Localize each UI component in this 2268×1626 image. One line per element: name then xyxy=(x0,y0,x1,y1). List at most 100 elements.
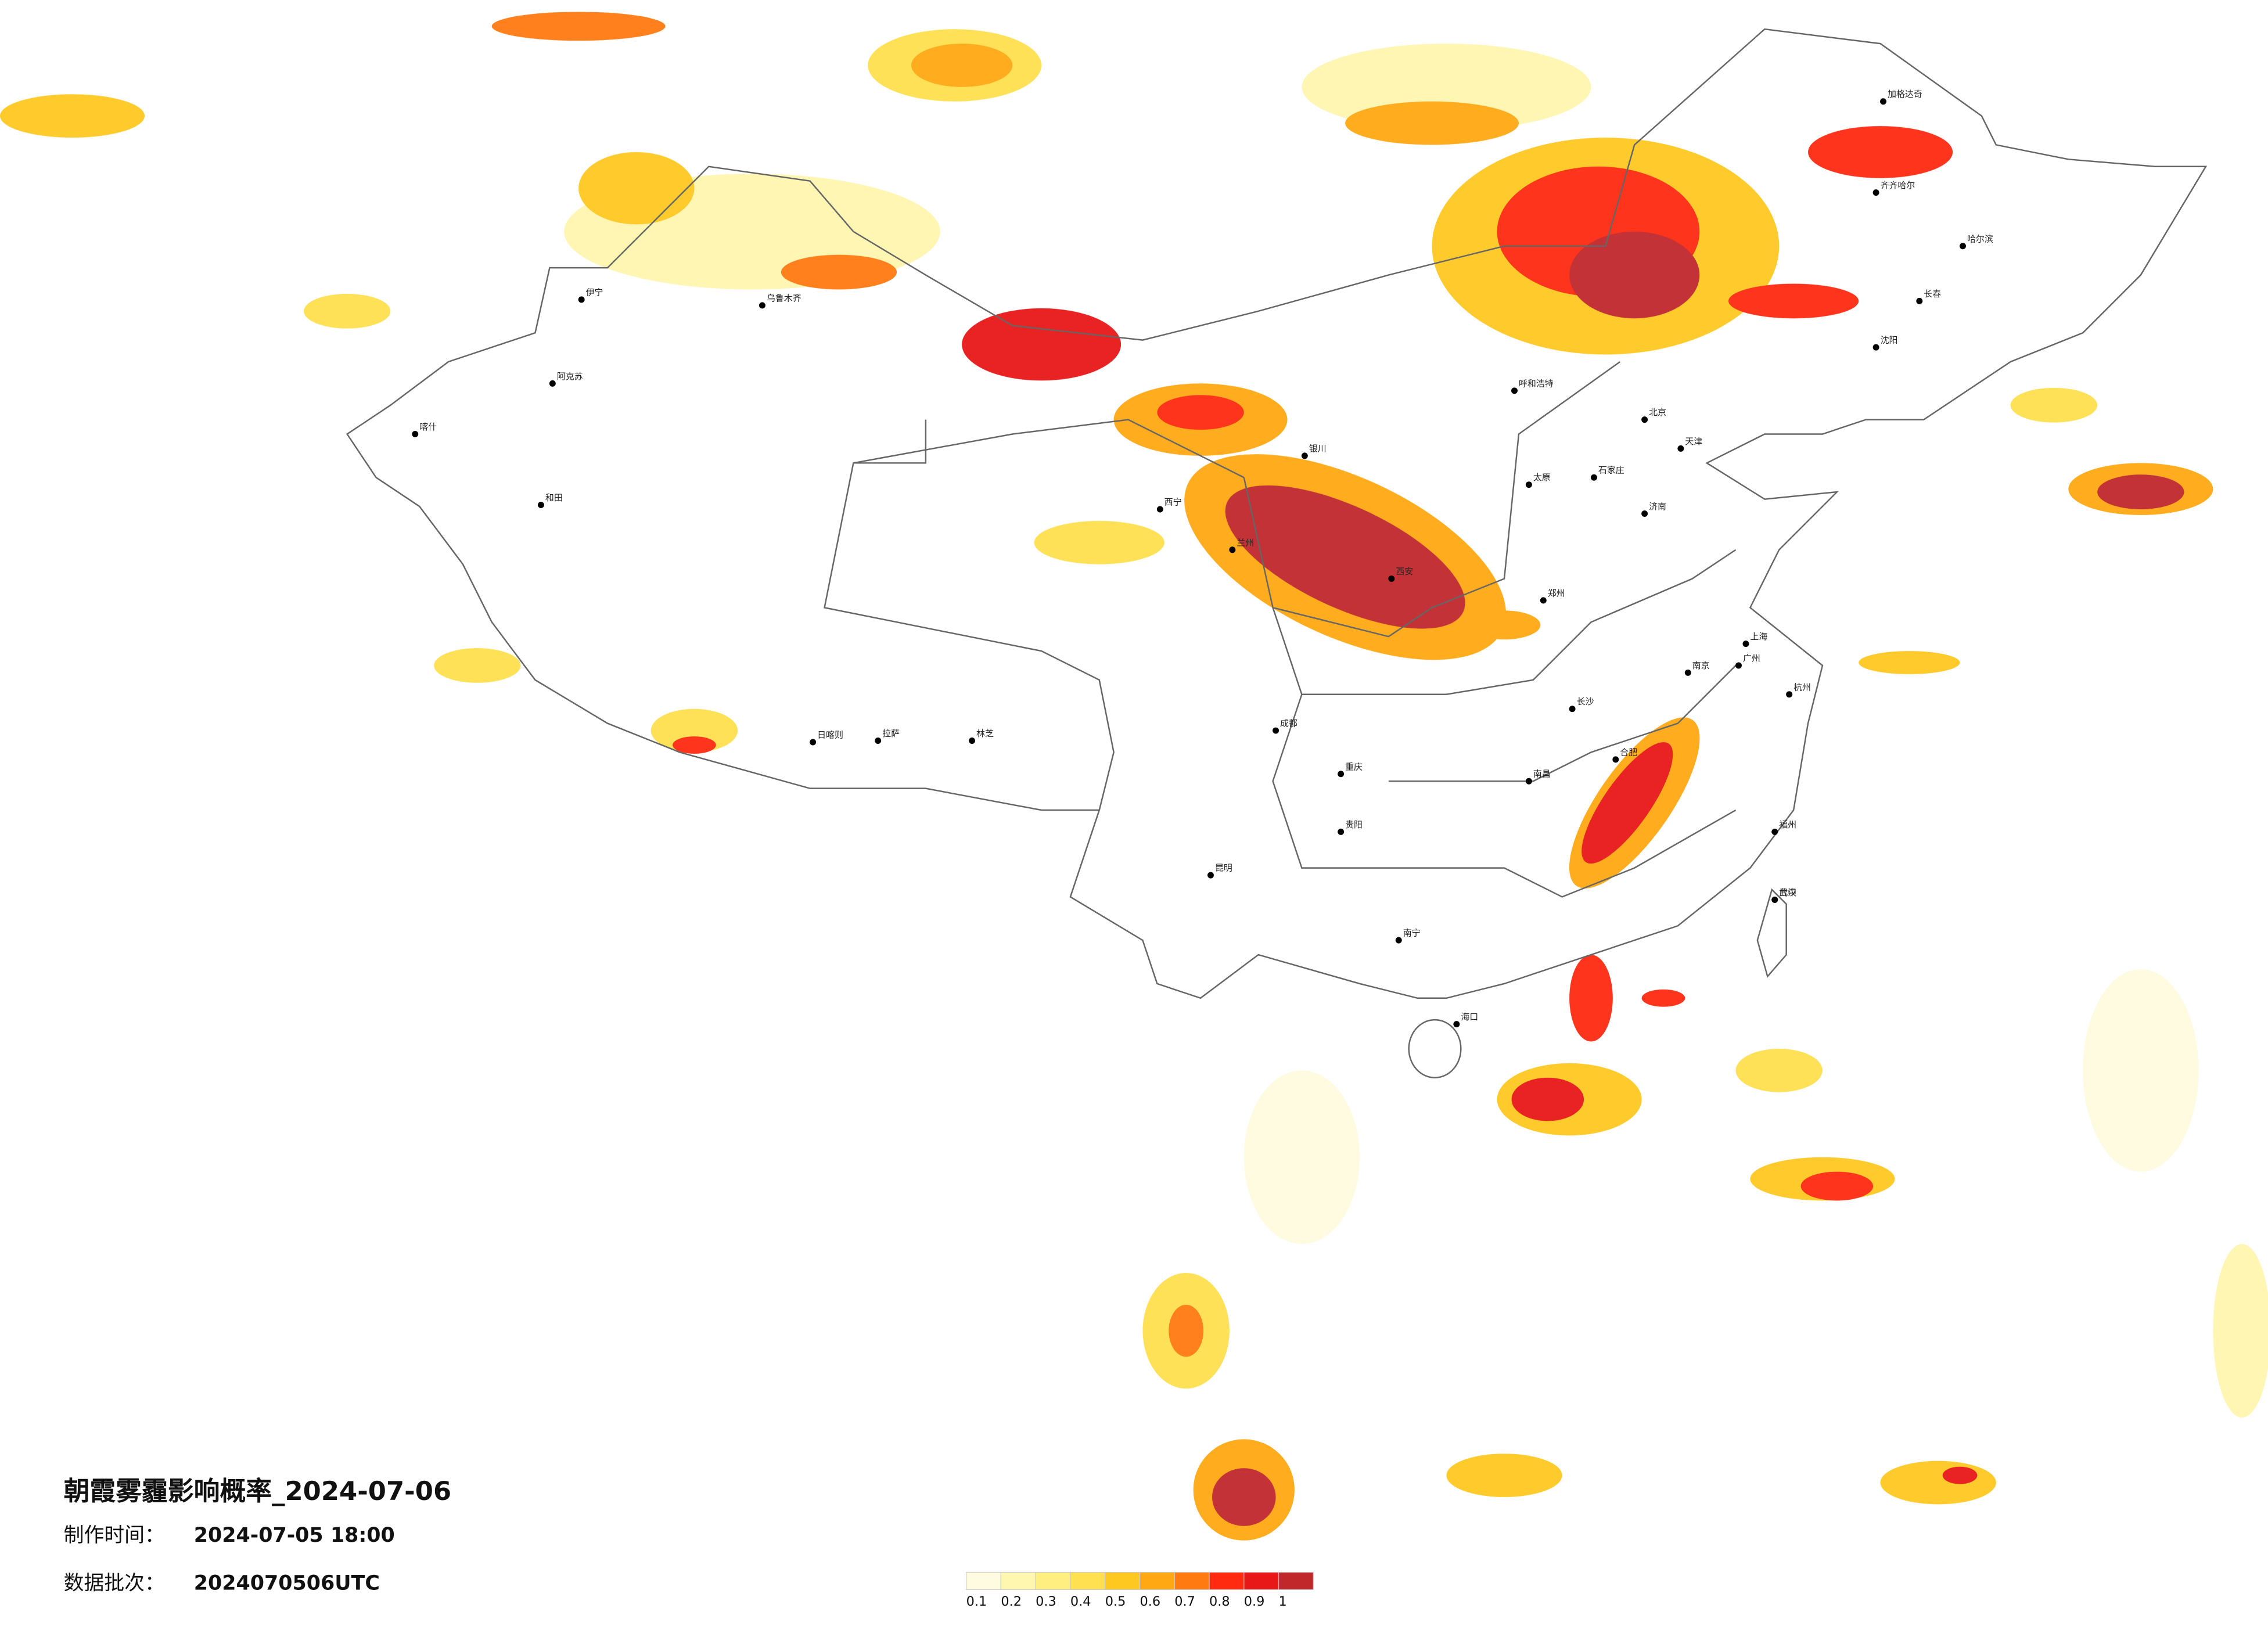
production-time-value: 2024-07-05 18:00 xyxy=(194,1524,395,1547)
city-dot xyxy=(1641,416,1648,423)
city-label: 乌鲁木齐 xyxy=(767,293,801,303)
legend-swatch xyxy=(1139,1571,1175,1590)
city-label: 北京 xyxy=(1649,407,1666,418)
legend-swatch xyxy=(1000,1571,1036,1590)
city-dot xyxy=(1786,691,1793,698)
city-dot xyxy=(1395,937,1402,944)
city-label: 西宁 xyxy=(1164,497,1182,508)
city-label: 石家庄 xyxy=(1598,465,1624,476)
city-label: 福州 xyxy=(1779,819,1796,830)
city-dot xyxy=(1388,575,1395,582)
city-dot xyxy=(1156,506,1163,513)
city-label: 和田 xyxy=(545,492,563,503)
city-dot xyxy=(1273,727,1279,734)
legend-tick-label: 0.1 xyxy=(966,1594,987,1609)
city-dot xyxy=(537,502,544,509)
country-outline xyxy=(346,28,2208,1078)
city-label: 日喀则 xyxy=(817,729,843,740)
city-dot xyxy=(969,737,976,744)
city-label: 哈尔滨 xyxy=(1967,233,1993,244)
legend-swatch xyxy=(1070,1571,1106,1590)
legend-swatch xyxy=(965,1571,1002,1590)
city-dot xyxy=(1207,872,1214,879)
legend-swatch xyxy=(1105,1571,1141,1590)
legend-tick-label: 0.8 xyxy=(1209,1594,1230,1609)
city-label: 昆明 xyxy=(1215,863,1232,873)
city-dot xyxy=(1569,706,1576,713)
legend-swatch xyxy=(1174,1571,1210,1590)
city-label: 西安 xyxy=(1396,566,1413,577)
city-dot xyxy=(1684,669,1691,676)
city-dot xyxy=(1872,344,1879,351)
city-label: 南京 xyxy=(1692,660,1710,671)
city-dot xyxy=(1453,1021,1460,1028)
city-label: 伊宁 xyxy=(586,287,603,297)
probability-field xyxy=(0,12,2268,1541)
city-label: 成都 xyxy=(1280,718,1297,729)
city-dot xyxy=(1677,445,1684,452)
city-dot xyxy=(1916,297,1923,304)
city-label: 贵阳 xyxy=(1345,819,1363,830)
city-dot xyxy=(1612,756,1619,763)
city-label: 郑州 xyxy=(1548,588,1565,598)
city-dot xyxy=(1641,510,1648,517)
city-label: 拉萨 xyxy=(882,728,900,739)
city-dot xyxy=(1229,546,1236,553)
legend-tick-label: 0.6 xyxy=(1140,1594,1160,1609)
batch-value: 2024070506UTC xyxy=(194,1571,380,1595)
city-dot xyxy=(1771,896,1778,903)
legend-tick-label: 0.3 xyxy=(1036,1594,1056,1609)
city-dot xyxy=(412,431,419,437)
city-label: 喀什 xyxy=(419,422,437,432)
city-label: 齐齐哈尔 xyxy=(1881,180,1915,190)
city-label: 呼和浩特 xyxy=(1519,378,1554,388)
production-time-label: 制作时间： xyxy=(64,1524,165,1547)
legend-tick-label: 0.9 xyxy=(1244,1594,1265,1609)
legend-tick-label: 1 xyxy=(1279,1594,1287,1609)
city-label: 杭州 xyxy=(1793,682,1811,692)
legend-tick-label: 0.4 xyxy=(1070,1594,1091,1609)
batch-label: 数据批次： xyxy=(64,1571,165,1595)
city-label: 台中 xyxy=(1779,887,1796,898)
city-dot xyxy=(875,737,882,744)
city-dot xyxy=(1525,481,1532,488)
city-dot xyxy=(1960,243,1966,250)
city-label: 阿克苏 xyxy=(557,371,583,382)
city-dot xyxy=(1872,189,1879,196)
city-dot xyxy=(578,296,585,303)
city-label: 南宁 xyxy=(1403,928,1421,938)
legend-tick-label: 0.5 xyxy=(1105,1594,1126,1609)
city-dot xyxy=(1880,98,1887,105)
city-dot xyxy=(1735,662,1742,669)
legend-tick-label: 0.2 xyxy=(1001,1594,1022,1609)
city-dot xyxy=(759,302,765,309)
city-label: 林芝 xyxy=(976,728,994,739)
city-dot xyxy=(1301,452,1308,459)
color-legend: 0.1 0.2 0.3 0.4 0.5 0.6 0.7 0.8 0.9 1 xyxy=(965,1571,1314,1609)
city-dot xyxy=(1540,597,1547,604)
city-label: 重庆 xyxy=(1345,761,1363,772)
city-label: 海口 xyxy=(1461,1012,1478,1022)
city-label: 兰州 xyxy=(1237,537,1254,548)
legend-tick-label: 0.7 xyxy=(1174,1594,1195,1609)
legend-swatch xyxy=(1278,1571,1314,1590)
city-dot xyxy=(810,739,817,746)
city-dot xyxy=(1525,778,1532,785)
city-dot xyxy=(1338,828,1345,835)
city-dot xyxy=(1590,474,1597,481)
city-label: 银川 xyxy=(1309,443,1327,454)
city-dot xyxy=(1338,771,1345,778)
city-dot xyxy=(549,380,556,387)
legend-swatch xyxy=(1035,1571,1071,1590)
legend-swatch xyxy=(1243,1571,1279,1590)
map-title: 朝霞雾霾影响概率_2024-07-06 xyxy=(64,1476,452,1506)
city-label: 长春 xyxy=(1924,289,1941,299)
city-label: 武汉 xyxy=(1779,887,1796,898)
city-label: 上海 xyxy=(1750,631,1767,642)
city-label: 加格达奇 xyxy=(1888,89,1922,99)
legend-swatch xyxy=(1209,1571,1245,1590)
